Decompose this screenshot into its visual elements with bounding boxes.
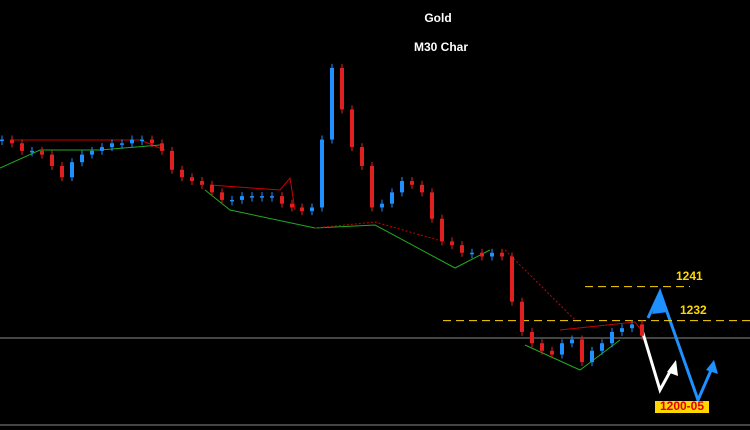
candle bbox=[600, 343, 604, 351]
candle bbox=[540, 343, 544, 351]
candle bbox=[510, 256, 514, 302]
trend-lines bbox=[0, 139, 646, 371]
candle bbox=[410, 181, 414, 185]
candle bbox=[420, 184, 424, 193]
candle bbox=[210, 184, 214, 193]
candle bbox=[240, 196, 244, 200]
candle bbox=[200, 181, 204, 185]
target-label: 1200-05 bbox=[660, 399, 704, 413]
candle bbox=[360, 147, 364, 166]
candle bbox=[320, 139, 324, 208]
candle bbox=[280, 196, 284, 204]
candle bbox=[620, 328, 624, 332]
candle bbox=[310, 207, 314, 212]
candle bbox=[130, 139, 134, 144]
candle bbox=[580, 339, 584, 363]
candle bbox=[290, 203, 294, 208]
candle bbox=[460, 245, 464, 253]
candle bbox=[630, 324, 634, 329]
projection-arrow bbox=[646, 288, 714, 405]
candle bbox=[370, 165, 374, 208]
target-box bbox=[655, 401, 709, 413]
candle bbox=[100, 147, 104, 151]
arrow-head bbox=[706, 360, 718, 374]
candle bbox=[160, 143, 164, 151]
level-label: 1232 bbox=[680, 303, 707, 317]
candle bbox=[330, 67, 334, 140]
candle bbox=[380, 203, 384, 208]
trend-line bbox=[524, 339, 621, 371]
arrow-head bbox=[667, 360, 678, 376]
projection-arrow bbox=[640, 329, 674, 394]
candle bbox=[110, 143, 114, 148]
candle bbox=[400, 181, 404, 193]
chart-title: Gold bbox=[424, 11, 451, 25]
candle bbox=[470, 252, 474, 255]
candle bbox=[70, 162, 74, 178]
candle bbox=[90, 150, 94, 155]
candle bbox=[340, 67, 344, 110]
candle bbox=[500, 252, 504, 257]
level-label: 1241 bbox=[676, 269, 703, 283]
candle bbox=[0, 139, 4, 142]
candle bbox=[140, 139, 144, 142]
candle bbox=[10, 139, 14, 144]
candle bbox=[260, 196, 264, 198]
candle bbox=[570, 339, 574, 344]
candle bbox=[430, 192, 434, 219]
arrow-head bbox=[652, 288, 668, 314]
trend-line bbox=[209, 176, 296, 211]
candle bbox=[40, 150, 44, 155]
candle bbox=[50, 154, 54, 166]
candle bbox=[560, 343, 564, 355]
trend-line bbox=[204, 189, 491, 269]
candle bbox=[220, 192, 224, 200]
candle bbox=[30, 150, 34, 153]
candle bbox=[590, 350, 594, 363]
trend-line bbox=[504, 249, 576, 321]
candle bbox=[640, 324, 644, 336]
candle bbox=[230, 199, 234, 202]
candle bbox=[170, 150, 174, 170]
candle bbox=[550, 350, 554, 355]
candle bbox=[180, 169, 184, 178]
candle bbox=[80, 154, 84, 163]
candle bbox=[190, 177, 194, 182]
candle bbox=[250, 196, 254, 198]
trend-line bbox=[0, 144, 161, 169]
candle bbox=[350, 109, 354, 148]
candle bbox=[610, 331, 614, 344]
candle bbox=[520, 301, 524, 332]
chart-subtitle: M30 Char bbox=[414, 40, 468, 54]
trend-line bbox=[314, 221, 446, 243]
candle bbox=[530, 331, 534, 344]
candle bbox=[300, 207, 304, 212]
candle bbox=[440, 218, 444, 242]
candle bbox=[150, 139, 154, 144]
candle bbox=[450, 241, 454, 246]
candle bbox=[390, 192, 394, 204]
candle bbox=[20, 143, 24, 151]
candle bbox=[490, 252, 494, 257]
candle bbox=[120, 143, 124, 145]
candle bbox=[60, 165, 64, 178]
candle bbox=[270, 196, 274, 198]
candle bbox=[480, 252, 484, 257]
